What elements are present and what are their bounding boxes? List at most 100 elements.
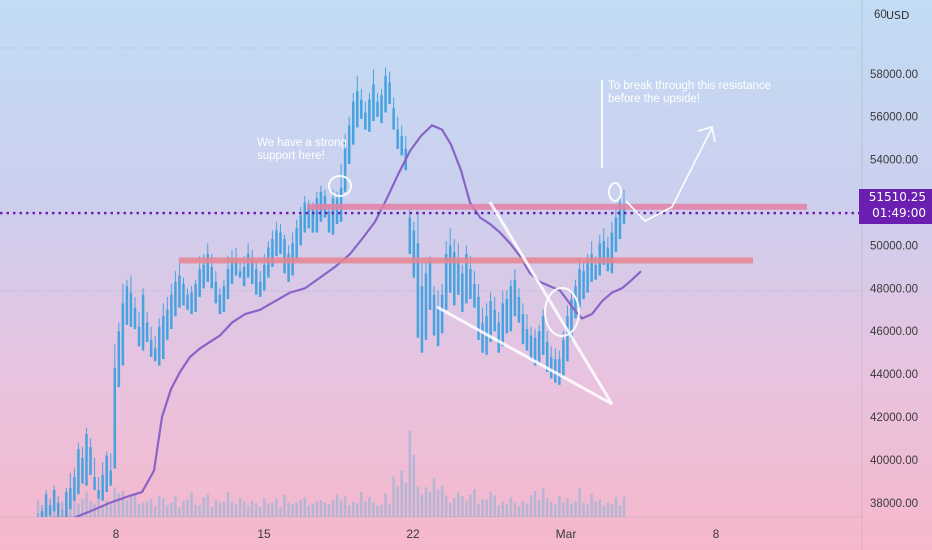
candle-body: [145, 322, 149, 342]
candle-body: [448, 245, 452, 293]
volume-bar: [489, 491, 492, 517]
candle-body: [121, 303, 125, 366]
volume-bar: [166, 505, 169, 517]
volume-bar: [186, 499, 189, 517]
volume-bar: [481, 499, 484, 517]
volume-bar: [311, 503, 315, 517]
volume-bar: [287, 502, 290, 517]
candle-body: [388, 82, 391, 104]
current-price-value: 51510.25: [868, 190, 926, 204]
candle-body: [364, 112, 367, 130]
candle-body: [408, 217, 412, 255]
volume-bar: [117, 493, 121, 517]
volume-bar: [319, 499, 323, 517]
volume-bar: [356, 503, 359, 517]
volume-bar: [271, 502, 274, 517]
volume-bar: [101, 505, 104, 517]
volume-bar: [388, 503, 391, 517]
candle-body: [166, 309, 169, 340]
y-tick-label: 54000.00: [870, 155, 918, 167]
volume-bar: [436, 490, 440, 517]
volume-bar: [380, 504, 383, 517]
candle-body: [206, 254, 209, 282]
volume-bar: [250, 500, 254, 517]
candle-body: [622, 206, 626, 224]
volume-bar: [392, 476, 395, 517]
volume-bar: [254, 503, 258, 517]
y-tick-label: 40000.00: [870, 455, 918, 467]
volume-bar: [469, 494, 472, 517]
candle-body: [287, 254, 290, 282]
y-tick-label: 50000.00: [870, 240, 918, 252]
candle-body: [226, 269, 230, 300]
candle-body: [65, 492, 68, 517]
volume-bar: [105, 500, 108, 517]
volume-bar: [448, 502, 452, 517]
triangle-upper-line: [488, 201, 614, 405]
volume-bar: [558, 496, 561, 517]
resistance-test-circle: [608, 182, 622, 202]
volume-bar: [424, 487, 428, 517]
candle-body: [351, 101, 355, 145]
candle-body: [303, 202, 306, 233]
volume-bar: [125, 499, 129, 517]
volume-bar: [182, 500, 185, 517]
candle-body: [372, 84, 375, 122]
candle-body: [271, 238, 274, 267]
volume-bar: [570, 503, 573, 517]
y-tick-label: 56000.00: [870, 112, 918, 124]
volume-bar: [529, 495, 533, 517]
y-tick-label-top: 60: [874, 9, 887, 21]
x-tick-label: 22: [406, 527, 420, 541]
volume-bar: [137, 504, 141, 517]
candle-body: [149, 339, 153, 357]
candle-body: [230, 258, 234, 285]
candle-body: [618, 202, 622, 239]
candle-body: [327, 211, 331, 233]
volume-bar: [606, 502, 610, 517]
volume-bar: [586, 504, 589, 517]
volume-bar: [174, 496, 177, 517]
candle-body: [198, 269, 201, 297]
candle-body: [295, 228, 298, 259]
resistance-annotation-line-2: before the upside!: [608, 93, 701, 105]
volume-bar: [545, 498, 549, 517]
candle-body: [174, 281, 177, 317]
candle-body: [162, 316, 165, 360]
support-zone: [179, 257, 753, 264]
volume-bar: [178, 507, 181, 517]
volume-bar: [210, 507, 214, 517]
volume-bar: [360, 491, 363, 517]
volume-bar: [206, 494, 209, 517]
volume-bar: [218, 502, 222, 517]
candle-body: [315, 198, 319, 233]
volume-bar: [550, 501, 553, 517]
volume-bar: [513, 502, 517, 517]
candle-body: [234, 260, 238, 276]
volume-bar: [554, 504, 557, 517]
candle-body: [129, 292, 133, 327]
volume-bar: [590, 493, 593, 517]
volume-bar: [533, 490, 537, 517]
volume-bar: [81, 499, 84, 517]
volume-bar: [537, 499, 541, 517]
candle-body: [44, 494, 48, 517]
candle-body: [48, 504, 52, 516]
candle-body: [473, 284, 476, 308]
candle-body: [497, 322, 500, 353]
candle-body: [582, 271, 585, 300]
candle-body: [307, 206, 311, 229]
volume-bar: [594, 501, 597, 517]
candle-body: [562, 339, 565, 377]
volume-bar: [202, 497, 205, 517]
candle-body: [550, 356, 553, 379]
volume-bar: [444, 495, 448, 517]
volume-bar: [574, 500, 577, 517]
volume-bar: [267, 503, 270, 517]
volume-bar: [133, 493, 137, 517]
candle-body: [97, 489, 100, 499]
candle-body: [440, 294, 444, 334]
candle-body: [356, 90, 359, 128]
